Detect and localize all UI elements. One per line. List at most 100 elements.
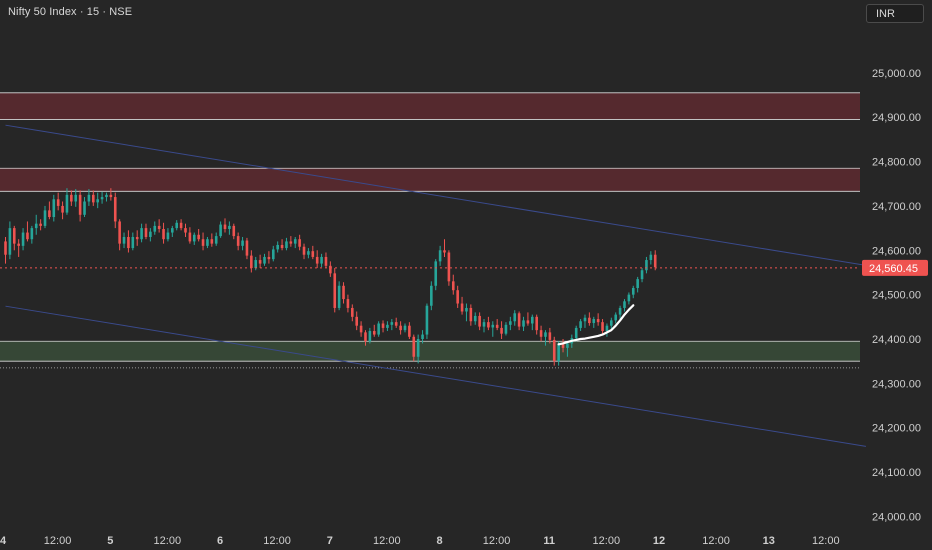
- currency-button[interactable]: INR: [866, 4, 924, 23]
- candle-body: [83, 201, 86, 215]
- candle: [377, 321, 380, 337]
- time-tick-label: 12:00: [154, 535, 182, 547]
- candle-body: [267, 256, 271, 260]
- candle: [504, 322, 508, 336]
- candle: [92, 190, 95, 206]
- time-tick-label: 8: [436, 535, 442, 547]
- candle: [109, 188, 113, 201]
- price-axis[interactable]: 25,000.00 24,900.00 24,800.00 24,700.00 24,6…: [872, 68, 921, 524]
- candle: [640, 268, 644, 283]
- time-tick-label: 12:00: [263, 535, 291, 547]
- candle: [43, 205, 47, 229]
- candle-body: [245, 240, 249, 256]
- candle: [83, 197, 86, 218]
- candle: [425, 303, 429, 340]
- candle: [87, 189, 91, 206]
- candle-body: [78, 194, 82, 215]
- time-tick-label: 12:00: [812, 535, 840, 547]
- candle: [434, 259, 438, 291]
- candle: [289, 236, 293, 247]
- resistance-zone-0: [0, 92, 860, 120]
- zones-layer: [0, 92, 860, 362]
- time-tick-label: 12:00: [702, 535, 730, 547]
- candle-body: [329, 265, 332, 274]
- candle-body: [298, 239, 301, 247]
- candle-body: [416, 339, 420, 357]
- candle-body: [618, 307, 622, 315]
- candle-body: [583, 317, 587, 322]
- candle: [171, 225, 174, 237]
- candle: [381, 320, 385, 333]
- candle-body: [236, 236, 240, 246]
- time-tick-label: 7: [327, 535, 333, 547]
- candle-body: [605, 325, 609, 332]
- candle: [473, 312, 477, 325]
- candle: [267, 251, 271, 264]
- candle: [588, 312, 591, 326]
- candle: [517, 311, 521, 331]
- resistance-zone-1: [0, 168, 860, 192]
- candle: [456, 285, 459, 308]
- candle-body: [324, 256, 328, 266]
- candle: [26, 221, 29, 242]
- candle-body: [552, 339, 556, 362]
- trendline-1[interactable]: [5, 305, 867, 447]
- candle-body: [293, 239, 297, 244]
- price-tick-label: 24,200.00: [872, 423, 921, 435]
- candle: [70, 190, 73, 206]
- time-axis[interactable]: 4 12:00 5 12:00 6 12:00 7 12:00 8 12:00 11 12:00 12 1…: [0, 535, 840, 547]
- candle-body: [478, 315, 481, 327]
- candle: [100, 191, 104, 204]
- candle-body: [149, 231, 152, 237]
- candle: [552, 336, 556, 366]
- candle: [52, 194, 56, 222]
- candle-body: [574, 327, 578, 339]
- price-tick-label: 24,500.00: [872, 290, 921, 302]
- candle: [105, 192, 108, 202]
- trendline-0[interactable]: [5, 124, 867, 266]
- candle: [451, 274, 455, 295]
- candle-body: [645, 260, 648, 271]
- time-tick-label: 13: [763, 535, 775, 547]
- candle-body: [451, 281, 455, 291]
- candle: [307, 248, 310, 259]
- candle-body: [408, 325, 411, 337]
- candle-body: [131, 236, 135, 249]
- candle-body: [65, 194, 69, 213]
- candle: [548, 327, 552, 344]
- candle: [447, 250, 451, 286]
- candle-body: [526, 320, 530, 324]
- candle: [241, 236, 244, 251]
- candle: [21, 228, 25, 251]
- candle: [135, 230, 139, 246]
- time-tick-label: 6: [217, 535, 223, 547]
- candle: [478, 312, 481, 331]
- candle-body: [649, 254, 653, 261]
- candle: [412, 334, 416, 362]
- candle: [623, 299, 626, 312]
- candle-body: [434, 261, 438, 286]
- support-zone-2: [0, 341, 860, 362]
- candle: [438, 245, 442, 266]
- candle: [403, 323, 407, 333]
- candle: [144, 223, 148, 240]
- candle-body: [421, 334, 424, 340]
- candle: [302, 243, 306, 260]
- candle-body: [601, 322, 604, 332]
- candle: [649, 251, 653, 265]
- candle-body: [425, 305, 429, 335]
- candle-body: [544, 332, 547, 337]
- candle: [179, 219, 183, 231]
- candle: [631, 285, 635, 299]
- candle-body: [17, 243, 20, 246]
- candle: [214, 232, 218, 246]
- candle-body: [228, 225, 231, 229]
- candle: [465, 303, 468, 322]
- candle-body: [162, 228, 165, 240]
- candle: [359, 321, 363, 337]
- trendlines-layer[interactable]: [5, 124, 867, 447]
- candle-body: [74, 194, 78, 202]
- candle-body: [113, 197, 117, 222]
- price-tick-label: 24,100.00: [872, 467, 921, 479]
